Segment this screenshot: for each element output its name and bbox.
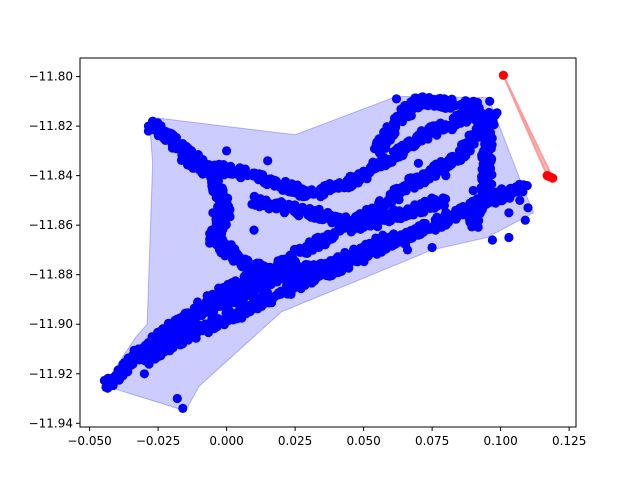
x-tick-label: 0.125 xyxy=(552,434,586,448)
data-point xyxy=(468,185,478,196)
cluster-points-blue xyxy=(99,92,533,413)
data-point xyxy=(380,199,390,209)
data-point xyxy=(208,162,218,172)
data-point xyxy=(520,215,530,225)
y-tick-label: −11.80 xyxy=(29,70,73,84)
data-point xyxy=(285,253,295,264)
data-point xyxy=(101,382,111,392)
data-point xyxy=(441,171,451,181)
x-axis-ticks: −0.050 −0.025 0.000 0.025 0.050 0.075 0.100 0.1… xyxy=(67,427,586,448)
data-point xyxy=(545,172,555,182)
data-point xyxy=(172,393,182,404)
data-point xyxy=(359,222,369,232)
data-point xyxy=(391,94,402,104)
y-axis-ticks: −11.94 −11.92 −11.90 −11.88 −11.86 −11.84 −11.… xyxy=(29,70,80,430)
data-point xyxy=(522,181,532,191)
data-point xyxy=(288,284,298,294)
data-point xyxy=(402,245,413,255)
data-point xyxy=(454,208,465,218)
data-point xyxy=(208,208,218,218)
data-point xyxy=(156,349,166,359)
data-point xyxy=(420,218,430,229)
data-point xyxy=(330,211,340,221)
data-point xyxy=(279,268,289,278)
data-point xyxy=(413,158,423,168)
data-point xyxy=(492,108,502,118)
data-point xyxy=(249,225,259,235)
data-point xyxy=(243,170,253,181)
data-point xyxy=(263,156,273,166)
data-point xyxy=(139,369,149,379)
plot-area xyxy=(99,70,558,413)
data-point xyxy=(504,232,514,243)
axes-frame xyxy=(79,57,577,428)
axes xyxy=(79,57,577,428)
data-point xyxy=(383,233,393,243)
y-tick-label: −11.90 xyxy=(29,317,73,331)
cluster-points-red xyxy=(498,70,558,183)
data-point xyxy=(504,208,514,218)
data-point xyxy=(178,403,188,413)
data-point xyxy=(427,242,437,253)
data-point xyxy=(289,183,299,193)
data-point xyxy=(485,96,495,106)
x-tick-label: 0.050 xyxy=(346,434,380,448)
data-point xyxy=(425,203,435,213)
data-point xyxy=(372,208,382,218)
data-point xyxy=(416,126,426,136)
data-point xyxy=(143,121,154,131)
y-tick-label: −11.86 xyxy=(29,218,73,232)
y-tick-label: −11.92 xyxy=(29,367,73,381)
x-tick-label: 0.075 xyxy=(415,434,449,448)
x-tick-label: −0.050 xyxy=(67,434,111,448)
data-point xyxy=(523,203,533,213)
data-point xyxy=(485,185,495,195)
data-point xyxy=(487,235,497,245)
x-tick-label: 0.000 xyxy=(209,434,243,448)
y-tick-label: −11.94 xyxy=(29,416,73,430)
data-point xyxy=(167,340,177,351)
x-tick-label: 0.100 xyxy=(483,434,517,448)
data-point xyxy=(515,195,525,205)
data-point xyxy=(438,193,448,203)
y-tick-label: −11.82 xyxy=(29,119,73,133)
y-tick-label: −11.88 xyxy=(29,268,73,282)
data-point xyxy=(304,275,314,285)
data-point xyxy=(452,153,462,163)
data-point xyxy=(188,308,198,318)
data-point xyxy=(222,146,232,156)
data-point xyxy=(498,70,508,80)
y-tick-label: −11.84 xyxy=(29,169,73,183)
x-tick-label: −0.025 xyxy=(136,434,180,448)
data-point xyxy=(345,255,355,265)
data-point xyxy=(317,232,328,243)
x-tick-label: 0.025 xyxy=(278,434,312,448)
data-point xyxy=(469,219,479,229)
data-point xyxy=(405,233,416,243)
